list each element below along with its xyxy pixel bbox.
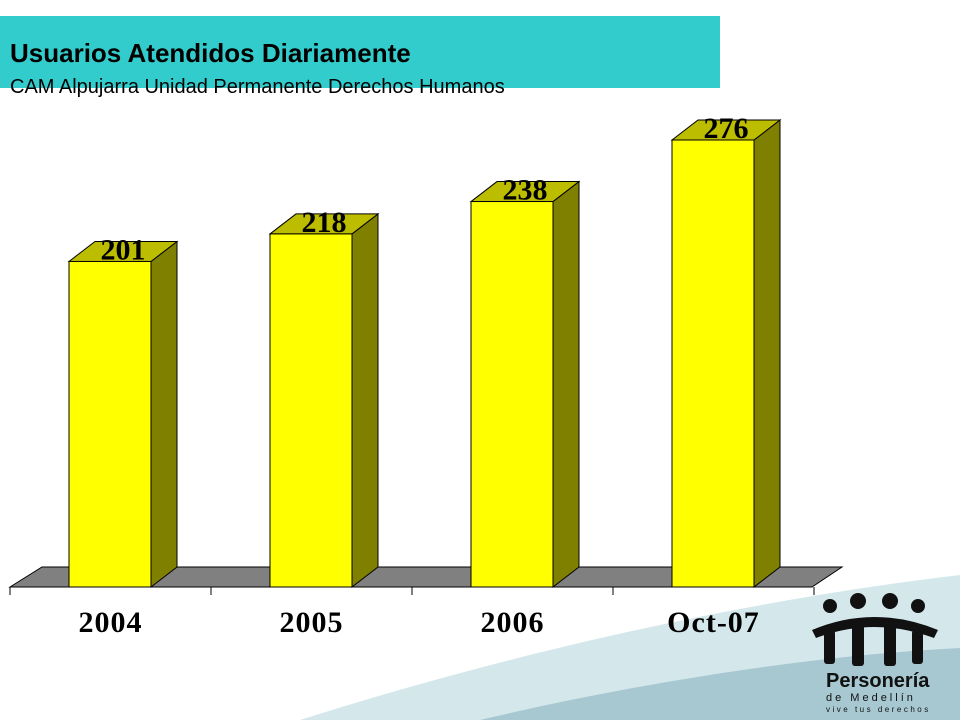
data-label: 276 bbox=[704, 112, 749, 145]
header-box: Usuarios Atendidos Diariamente CAM Alpuj… bbox=[0, 16, 720, 98]
data-label: 218 bbox=[302, 206, 347, 239]
bar-2006 bbox=[469, 180, 581, 589]
x-tick-label: Oct-07 bbox=[667, 606, 760, 639]
bar-front bbox=[68, 260, 152, 588]
page-subtitle: CAM Alpujarra Unidad Permanente Derechos… bbox=[10, 76, 505, 98]
x-tick-label: 2005 bbox=[280, 606, 344, 639]
bar-side bbox=[351, 212, 379, 589]
bar-front bbox=[470, 201, 554, 588]
logo-text-slogan: vive tus derechos bbox=[826, 705, 931, 714]
bar-side bbox=[552, 180, 580, 589]
bar-side bbox=[150, 240, 178, 589]
x-tick-label: 2004 bbox=[79, 606, 143, 639]
data-label: 238 bbox=[503, 174, 548, 207]
x-tick-label: 2006 bbox=[481, 606, 545, 639]
people-logo-icon bbox=[812, 593, 938, 666]
bar-front bbox=[671, 139, 755, 588]
bar-2005 bbox=[268, 212, 380, 589]
data-label: 201 bbox=[101, 233, 146, 266]
bar-2004 bbox=[67, 240, 179, 589]
page-title: Usuarios Atendidos Diariamente bbox=[10, 38, 411, 68]
logo-text-medellin: de Medellín bbox=[826, 692, 916, 704]
bar-side bbox=[753, 118, 781, 589]
logo-text-personeria: Personería bbox=[826, 670, 930, 692]
bar-front bbox=[269, 233, 353, 588]
personeria-logo: Personería de Medellín vive tus derechos bbox=[806, 592, 946, 716]
bar-Oct-07 bbox=[670, 118, 782, 589]
